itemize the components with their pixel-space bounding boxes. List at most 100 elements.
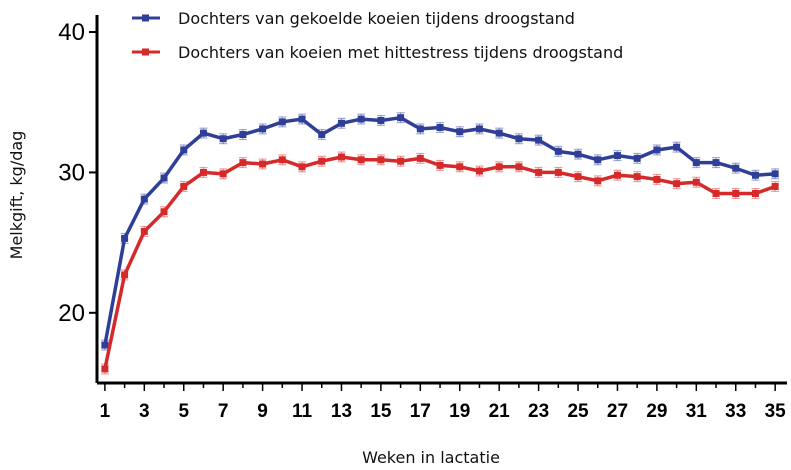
- data-point: [653, 146, 661, 154]
- data-point: [771, 170, 779, 178]
- legend-label: Dochters van koeien met hittestress tijd…: [178, 43, 623, 62]
- data-point: [771, 182, 779, 190]
- legend: Dochters van gekoelde koeien tijdens dro…: [132, 9, 623, 62]
- data-point: [436, 161, 444, 169]
- x-tick-label: 35: [765, 401, 787, 422]
- x-tick-label: 13: [331, 401, 352, 422]
- data-point: [298, 115, 306, 123]
- data-point: [239, 159, 247, 167]
- data-point: [180, 146, 188, 154]
- x-tick-label: 25: [567, 401, 589, 422]
- data-point: [653, 175, 661, 183]
- data-point: [259, 160, 267, 168]
- data-point: [751, 189, 759, 197]
- legend-swatch-marker: [142, 48, 149, 56]
- data-point: [574, 150, 582, 158]
- data-point: [140, 195, 148, 203]
- data-point: [535, 136, 543, 144]
- x-tick-label: 29: [646, 401, 667, 422]
- data-point: [416, 154, 424, 162]
- data-point: [357, 115, 365, 123]
- data-point: [554, 147, 562, 155]
- data-point: [495, 163, 503, 171]
- data-point: [121, 271, 129, 279]
- x-tick-label: 15: [370, 401, 392, 422]
- data-point: [594, 177, 602, 185]
- x-tick-label: 5: [178, 401, 189, 422]
- data-point: [180, 182, 188, 190]
- data-point: [259, 125, 267, 133]
- x-tick-label: 7: [218, 401, 229, 422]
- data-point: [692, 159, 700, 167]
- data-point: [397, 114, 405, 122]
- legend-item-1: Dochters van gekoelde koeien tijdens dro…: [132, 9, 575, 28]
- data-point: [101, 341, 109, 349]
- data-point: [732, 189, 740, 197]
- data-point: [475, 167, 483, 175]
- legend-swatch-marker: [142, 14, 149, 22]
- data-point: [692, 178, 700, 186]
- data-point: [475, 125, 483, 133]
- x-tick-label: 19: [449, 401, 470, 422]
- data-point: [535, 168, 543, 176]
- data-point: [633, 173, 641, 181]
- data-point: [673, 180, 681, 188]
- x-tick-label: 27: [607, 401, 628, 422]
- x-tick-label: 9: [257, 401, 268, 422]
- x-tick-label: 23: [528, 401, 549, 422]
- legend-item-2: Dochters van koeien met hittestress tijd…: [132, 43, 623, 62]
- data-point: [554, 168, 562, 176]
- data-point: [140, 227, 148, 235]
- data-point: [121, 234, 129, 242]
- x-tick-label: 17: [410, 401, 431, 422]
- data-point: [673, 143, 681, 151]
- axes: [95, 15, 787, 385]
- y-tick-label: 40: [58, 19, 85, 46]
- data-point: [318, 131, 326, 139]
- data-point: [397, 157, 405, 165]
- data-point: [219, 170, 227, 178]
- x-tick-label: 1: [100, 401, 111, 422]
- x-tick-label: 33: [725, 401, 746, 422]
- data-point: [199, 168, 207, 176]
- x-ticks: 1 3 5 7 9 11 13 15 17 19 21 23 25 27 29 31 33 35: [100, 383, 787, 422]
- data-point: [278, 118, 286, 126]
- data-point: [199, 129, 207, 137]
- data-point: [495, 129, 503, 137]
- data-point: [337, 153, 345, 161]
- data-point: [337, 119, 345, 127]
- data-point: [160, 174, 168, 182]
- data-point: [377, 156, 385, 164]
- data-point: [574, 173, 582, 181]
- y-tick-label: 30: [58, 159, 85, 186]
- data-point: [357, 156, 365, 164]
- x-tick-label: 3: [139, 401, 150, 422]
- y-axis-title: Melkgift, kg/dag: [7, 131, 26, 260]
- legend-label: Dochters van gekoelde koeien tijdens dro…: [178, 9, 575, 28]
- x-tick-label: 31: [686, 401, 708, 422]
- data-point: [594, 156, 602, 164]
- data-point: [456, 128, 464, 136]
- y-tick-label: 20: [58, 300, 85, 327]
- x-tick-label: 21: [489, 401, 511, 422]
- data-point: [318, 157, 326, 165]
- data-point: [732, 164, 740, 172]
- data-point: [160, 208, 168, 216]
- data-point: [613, 171, 621, 179]
- x-axis-title: Weken in lactatie: [362, 448, 500, 467]
- data-point: [515, 135, 523, 143]
- x-tick-label: 11: [292, 401, 313, 422]
- data-point: [298, 163, 306, 171]
- data-point: [416, 125, 424, 133]
- series-1: [100, 112, 780, 351]
- data-point: [613, 152, 621, 160]
- data-point: [219, 135, 227, 143]
- data-point: [101, 365, 109, 373]
- data-point: [456, 163, 464, 171]
- data-point: [751, 171, 759, 179]
- data-point: [436, 124, 444, 131]
- y-ticks: 20 30 40: [58, 19, 97, 327]
- data-point: [712, 159, 720, 167]
- series-layer: [100, 112, 780, 375]
